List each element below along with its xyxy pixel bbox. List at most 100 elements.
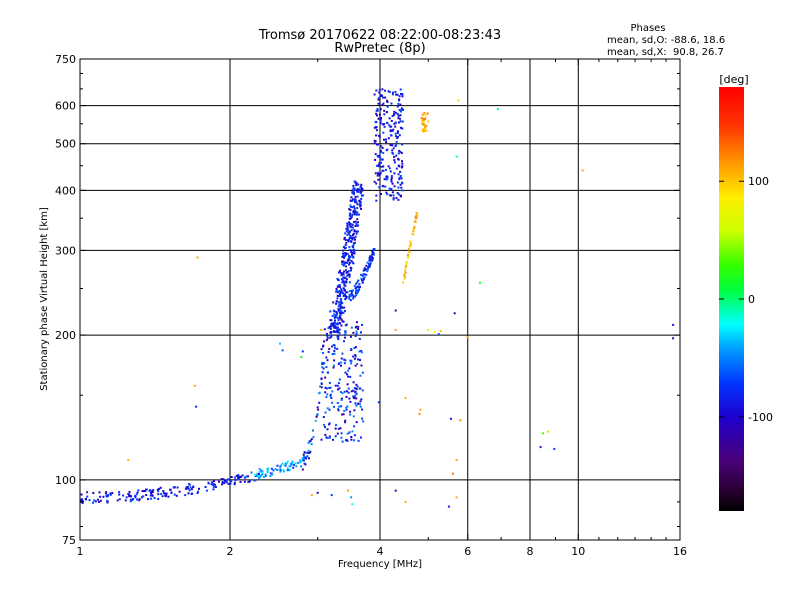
data-point — [360, 436, 362, 439]
data-point — [399, 175, 402, 177]
data-point — [335, 289, 338, 292]
data-point — [353, 285, 356, 287]
data-point — [390, 177, 393, 180]
data-point — [348, 208, 351, 211]
data-point — [336, 347, 339, 350]
data-point — [352, 210, 355, 213]
data-point — [188, 483, 190, 485]
data-point — [398, 176, 401, 179]
data-point — [387, 137, 390, 140]
data-point — [399, 117, 401, 120]
data-point — [349, 235, 352, 238]
data-point — [132, 498, 135, 501]
data-point — [254, 479, 257, 482]
data-point — [377, 155, 380, 158]
data-point — [326, 428, 329, 431]
data-point — [400, 152, 403, 154]
data-point — [404, 269, 407, 272]
data-point — [391, 191, 394, 194]
data-point — [368, 259, 371, 262]
data-point — [424, 118, 426, 121]
data-point — [248, 480, 251, 483]
data-point — [331, 390, 334, 393]
data-point — [342, 287, 345, 290]
data-point — [388, 124, 391, 127]
data-point — [247, 481, 250, 484]
data-point — [328, 436, 331, 439]
data-point — [394, 132, 397, 135]
data-point — [348, 273, 350, 276]
data-point — [343, 252, 346, 254]
data-point — [407, 256, 410, 259]
data-point — [338, 378, 341, 381]
data-point — [382, 96, 385, 99]
data-point — [397, 173, 400, 176]
data-point — [349, 299, 352, 302]
data-point — [346, 274, 349, 277]
data-point — [330, 397, 333, 399]
data-point — [354, 201, 356, 204]
data-point — [359, 403, 362, 406]
data-point — [355, 282, 357, 285]
data-point — [318, 391, 321, 394]
data-point — [328, 381, 331, 384]
x-tick-label: 10 — [571, 545, 585, 558]
data-point — [161, 495, 164, 498]
data-point — [345, 406, 348, 409]
data-point — [325, 436, 328, 439]
data-point — [349, 295, 352, 298]
data-point — [350, 292, 353, 295]
data-point — [381, 123, 384, 126]
data-point — [340, 436, 343, 439]
data-point — [356, 230, 359, 233]
data-point — [145, 488, 147, 491]
data-point — [393, 185, 396, 188]
data-point — [392, 197, 395, 200]
data-point — [190, 493, 193, 495]
data-point — [233, 483, 236, 486]
data-point — [337, 301, 340, 304]
data-point — [369, 257, 372, 260]
data-point — [159, 486, 162, 489]
data-point — [324, 386, 327, 389]
data-point — [325, 366, 328, 369]
data-point — [329, 336, 332, 339]
data-point — [344, 421, 346, 424]
data-point — [388, 167, 391, 170]
data-point — [346, 373, 348, 376]
data-point — [340, 318, 343, 321]
data-point — [337, 407, 339, 410]
colorbar-tick-label: 0 — [748, 293, 755, 306]
data-point — [328, 326, 331, 329]
data-point — [344, 371, 347, 374]
data-point — [383, 113, 386, 116]
data-point — [357, 328, 359, 330]
data-point — [94, 500, 97, 503]
data-point — [164, 494, 167, 497]
data-point — [345, 271, 348, 274]
data-point — [158, 487, 161, 490]
data-point — [390, 194, 392, 197]
data-point — [357, 286, 360, 289]
data-point — [86, 495, 89, 498]
data-point — [346, 224, 349, 227]
data-point — [392, 198, 395, 201]
data-point — [382, 185, 385, 188]
data-point — [105, 492, 108, 495]
data-point — [349, 413, 352, 416]
data-point — [348, 263, 351, 266]
data-point — [376, 164, 379, 167]
data-point — [347, 387, 350, 390]
data-point — [399, 88, 402, 91]
data-point — [343, 333, 346, 336]
data-point — [425, 129, 428, 132]
data-point — [237, 475, 239, 478]
data-point — [328, 423, 331, 426]
data-point — [365, 273, 368, 276]
data-point — [176, 486, 179, 489]
data-point — [413, 220, 416, 223]
data-point — [263, 476, 265, 478]
data-point — [385, 138, 387, 141]
data-point — [369, 262, 372, 265]
data-point — [393, 172, 396, 175]
